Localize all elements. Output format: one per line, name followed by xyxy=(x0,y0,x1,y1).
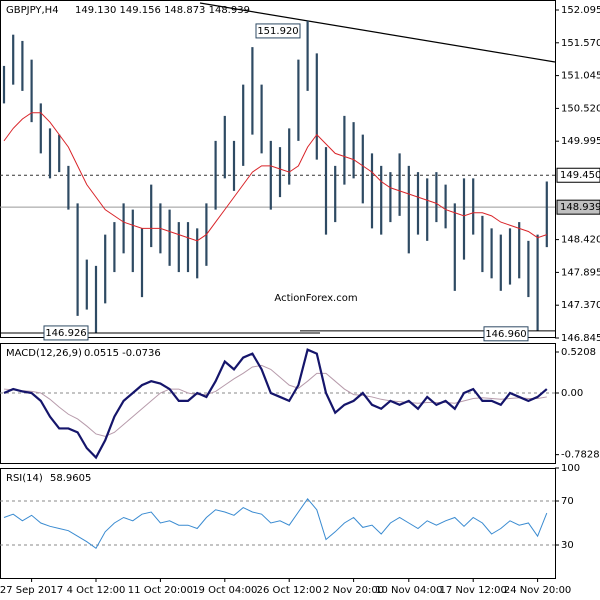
annotation-box xyxy=(43,325,89,341)
y-tick-label: 150.520 xyxy=(561,103,600,114)
y-tick-label: 0.5208 xyxy=(561,347,596,358)
y-tick-label: -0.7828 xyxy=(561,450,600,461)
y-tick-label: 0.00 xyxy=(561,388,583,399)
level-box xyxy=(556,199,600,215)
panel-title: MACD(12,26,9) xyxy=(6,348,82,359)
annotation-label: 151.920 xyxy=(257,26,298,37)
indicator-values: 0.0515 -0.0736 xyxy=(84,348,161,359)
x-tick-label: 2 Nov 20:00 xyxy=(323,585,384,596)
macd-panel xyxy=(0,343,556,464)
trend-line xyxy=(199,2,556,63)
indicator-line xyxy=(3,348,548,460)
x-tick-label: 10 Nov 04:00 xyxy=(375,585,442,596)
y-tick-label: 151.570 xyxy=(561,38,600,49)
y-tick-label: 147.370 xyxy=(561,300,600,311)
y-tick-label: 149.995 xyxy=(561,136,600,147)
x-tick-label: 27 Sep 2017 xyxy=(0,585,63,596)
x-tick-label: 17 Nov 12:00 xyxy=(439,585,506,596)
level-label: 149.450 xyxy=(560,170,600,181)
watermark: ActionForex.com xyxy=(274,293,357,304)
annotation-box xyxy=(483,326,529,342)
x-tick-label: 4 Oct 12:00 xyxy=(67,585,126,596)
price-values: 149.130 149.156 148.873 148.939 xyxy=(75,5,250,16)
y-tick-label: 30 xyxy=(561,540,574,551)
rsi-panel xyxy=(0,468,556,579)
indicator-values: 58.9605 xyxy=(50,473,91,484)
indicator-line xyxy=(3,497,548,550)
y-tick-label: 151.045 xyxy=(561,71,600,82)
y-tick-label: 100 xyxy=(561,463,580,474)
x-tick-label: 11 Oct 20:00 xyxy=(128,585,193,596)
y-tick-label: 152.095 xyxy=(561,5,600,16)
annotation-box xyxy=(255,23,301,39)
x-tick-label: 24 Nov 20:00 xyxy=(504,585,571,596)
price-panel xyxy=(0,0,556,338)
panel-title: GBPJPY,H4 xyxy=(6,5,59,16)
y-tick-label: 146.845 xyxy=(561,333,600,344)
moving-average xyxy=(3,112,547,242)
y-tick-label: 147.895 xyxy=(561,267,600,278)
y-tick-label: 70 xyxy=(561,496,574,507)
level-label: 148.939 xyxy=(560,202,600,213)
level-box xyxy=(556,167,600,183)
annotation-label: 146.926 xyxy=(45,328,86,339)
panel-title: RSI(14) xyxy=(6,473,43,484)
x-tick-label: 26 Oct 12:00 xyxy=(257,585,322,596)
y-tick-label: 148.420 xyxy=(561,235,600,246)
annotation-label: 146.960 xyxy=(485,329,526,340)
x-tick-label: 19 Oct 04:00 xyxy=(192,585,257,596)
indicator-line xyxy=(3,364,547,437)
